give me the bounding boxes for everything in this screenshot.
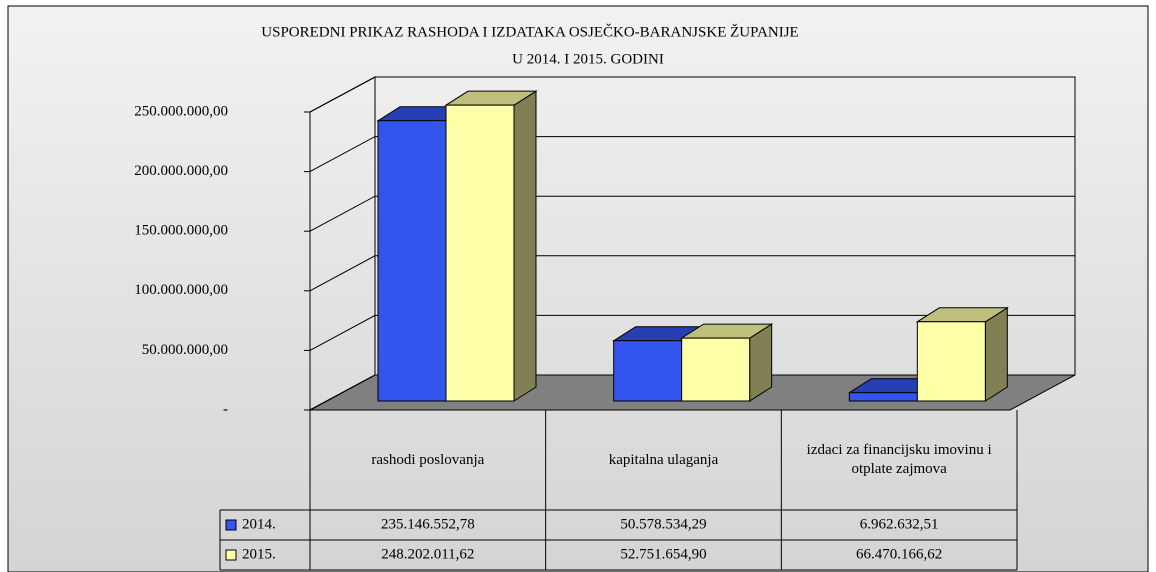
grid-line <box>309 76 1075 113</box>
grid-line <box>309 136 1075 173</box>
value-label: 66.470.166,62 <box>856 546 942 562</box>
value-label: 235.146.552,78 <box>381 516 475 532</box>
x-tick-label: rashodi poslovanja <box>371 451 485 468</box>
bar-side <box>984 306 1008 402</box>
bar-front <box>613 340 683 402</box>
category-cell: izdaci za financijsku imovinu i otplate … <box>806 442 992 477</box>
grid-line <box>309 195 1075 232</box>
y-tick-label: 150.000.000,00 <box>134 223 228 239</box>
bar <box>915 306 1010 402</box>
y-tick-label: 100.000.000,00 <box>134 282 228 298</box>
legend-swatch <box>225 549 237 561</box>
value-label: 52.751.654,90 <box>620 546 706 562</box>
x-tick-label: kapitalna ulaganja <box>608 451 719 468</box>
grid-line <box>309 255 1075 292</box>
bar <box>679 323 774 402</box>
y-tick-label: 50.000.000,00 <box>142 342 228 358</box>
value-label: 6.962.632,51 <box>860 516 939 532</box>
legend-swatch <box>225 519 237 531</box>
value-label: 50.578.534,29 <box>620 516 706 532</box>
bar-front <box>445 104 515 402</box>
bar-front <box>848 392 918 402</box>
y-tick-label: 200.000.000,00 <box>134 163 228 179</box>
y-tick-label: 250.000.000,00 <box>134 103 228 119</box>
value-label: 248.202.011,62 <box>381 546 474 562</box>
category-cell: kapitalna ulaganja <box>608 451 719 468</box>
grid-line <box>309 314 1075 351</box>
chart-title: U 2014. I 2015. GODINI <box>512 51 664 67</box>
bar-side <box>513 90 537 402</box>
x-tick-label: izdaci za financijsku imovinu i otplate … <box>806 442 992 477</box>
bar-front <box>681 337 751 402</box>
chart-area <box>7 5 1149 572</box>
bar-front <box>377 120 447 402</box>
y-tick-label: - <box>223 401 228 417</box>
category-cell: rashodi poslovanja <box>371 451 485 468</box>
bar-front <box>916 321 986 402</box>
legend-label: 2014. <box>242 516 276 532</box>
bar <box>444 90 538 402</box>
chart-title: USPOREDNI PRIKAZ RASHODA I IZDATAKA OSJE… <box>261 23 798 40</box>
grid-line <box>309 374 1075 411</box>
legend-label: 2015. <box>242 546 276 562</box>
